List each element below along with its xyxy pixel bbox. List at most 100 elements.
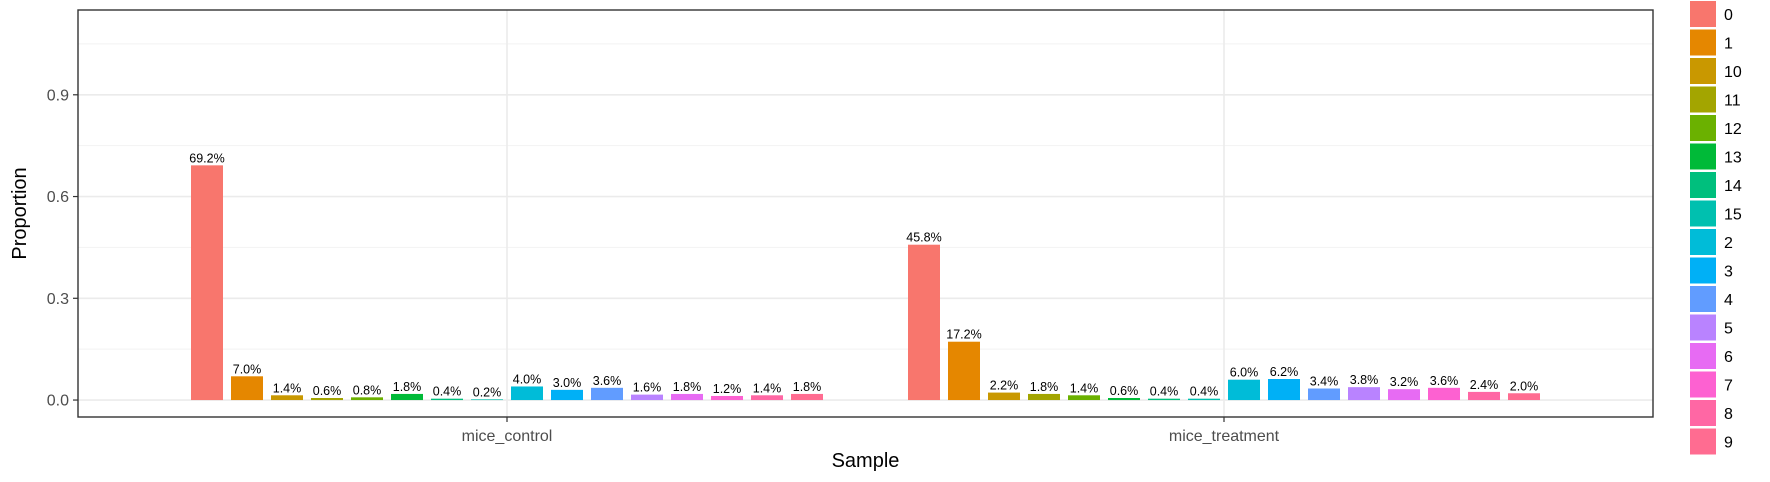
- legend-label: 13: [1724, 150, 1742, 167]
- bar-mice_control-series-8: [751, 395, 783, 401]
- legend-label: 7: [1724, 378, 1733, 395]
- minor-gridlines: [78, 43, 1653, 350]
- legend-label: 3: [1724, 264, 1733, 281]
- legend-label: 8: [1724, 406, 1733, 423]
- data-label: 2.4%: [1470, 378, 1499, 392]
- data-label: 3.4%: [1310, 375, 1339, 389]
- data-label: 3.8%: [1350, 373, 1379, 387]
- legend: 0 1 10 11 12 13 14 15 2 3 4 5 6 7 8 9: [1690, 1, 1742, 455]
- legend-label: 14: [1724, 178, 1742, 195]
- legend-key-4: [1690, 286, 1716, 312]
- data-label: 2.0%: [1510, 379, 1539, 393]
- legend-label: 12: [1724, 121, 1742, 138]
- data-label: 0.4%: [1190, 385, 1219, 399]
- bar-mice_control-series-7: [711, 395, 743, 401]
- bar-mice_treatment-series-14: [1148, 398, 1180, 401]
- bar-mice_treatment-series-13: [1108, 398, 1140, 401]
- data-label: 1.8%: [1030, 380, 1059, 394]
- legend-label: 2: [1724, 235, 1733, 252]
- legend-label: 0: [1724, 7, 1733, 24]
- data-label: 45.8%: [906, 231, 941, 245]
- data-label: 1.8%: [673, 380, 702, 394]
- y-tick-label: 0.9: [47, 87, 69, 104]
- bar-mice_treatment-series-1: [948, 341, 980, 401]
- legend-key-7: [1690, 371, 1716, 398]
- bar-mice_treatment-series-0: [908, 244, 940, 401]
- legend-label: 10: [1724, 64, 1742, 81]
- x-tick-label: mice_treatment: [1169, 428, 1280, 445]
- data-label: 3.6%: [593, 374, 622, 388]
- y-tick-label: 0.0: [47, 393, 69, 410]
- bar-mice_treatment-series-3: [1268, 379, 1300, 401]
- legend-label: 1: [1724, 36, 1733, 53]
- x-axis-title: Sample: [832, 450, 900, 472]
- legend-key-2: [1690, 229, 1716, 255]
- bar-mice_control-series-0: [191, 165, 223, 401]
- data-label-group: 69.2% 7.0% 1.4% 0.6% 0.8% 1.8% 0.4% 0.2% 4.0% 3.0…: [189, 151, 1538, 399]
- bar-mice_treatment-series-8: [1468, 391, 1500, 401]
- x-tick-label: mice_control: [462, 428, 553, 445]
- legend-key-12: [1690, 115, 1716, 141]
- y-tick-label: 0.3: [47, 291, 69, 308]
- legend-key-1: [1690, 29, 1716, 56]
- data-label: 69.2%: [189, 151, 224, 165]
- legend-key-9: [1690, 428, 1716, 455]
- legend-key-6: [1690, 343, 1716, 369]
- data-label: 7.0%: [233, 362, 262, 376]
- legend-label: 9: [1724, 435, 1733, 452]
- bar-mice_control-series-15: [471, 399, 503, 401]
- y-axis: 0.0 0.3 0.6 0.9: [47, 87, 78, 410]
- bar-mice_treatment-series-15: [1188, 398, 1220, 401]
- bar-mice_control-series-10: [271, 395, 303, 401]
- bar-series-group: [191, 165, 1540, 401]
- bar-mice_treatment-series-4: [1308, 388, 1340, 401]
- bar-mice_control-series-6: [671, 393, 703, 401]
- data-label: 6.0%: [1230, 366, 1259, 380]
- bar-mice_control-series-12: [351, 397, 383, 401]
- data-label: 1.8%: [393, 380, 422, 394]
- data-label: 0.2%: [473, 385, 502, 399]
- bar-mice_treatment-series-12: [1068, 395, 1100, 401]
- legend-key-8: [1690, 400, 1716, 426]
- legend-key-15: [1690, 200, 1716, 227]
- legend-label: 15: [1724, 207, 1742, 224]
- x-axis: mice_control mice_treatment: [462, 417, 1280, 445]
- data-label: 1.4%: [1070, 381, 1099, 395]
- bar-mice_control-series-11: [311, 398, 343, 401]
- data-label: 17.2%: [946, 328, 981, 342]
- legend-key-3: [1690, 257, 1716, 284]
- legend-label: 4: [1724, 292, 1733, 309]
- plot-panel-border: [77, 9, 1654, 418]
- data-label: 1.4%: [753, 381, 782, 395]
- legend-label: 6: [1724, 349, 1733, 366]
- bar-mice_control-series-2: [511, 386, 543, 401]
- data-label: 3.2%: [1390, 375, 1419, 389]
- bar-mice_control-series-5: [631, 394, 663, 401]
- data-label: 0.6%: [313, 384, 342, 398]
- bar-mice_treatment-series-9: [1508, 393, 1540, 401]
- data-label: 6.2%: [1270, 365, 1299, 379]
- y-axis-title: Proportion: [9, 167, 31, 259]
- legend-key-14: [1690, 172, 1716, 198]
- legend-key-13: [1690, 143, 1716, 170]
- data-label: 0.4%: [1150, 385, 1179, 399]
- data-label: 1.8%: [793, 380, 822, 394]
- data-label: 3.0%: [553, 376, 582, 390]
- bar-mice_control-series-13: [391, 393, 423, 401]
- bar-mice_control-series-3: [551, 389, 583, 401]
- bar-mice_treatment-series-5: [1348, 387, 1380, 401]
- legend-label: 5: [1724, 321, 1733, 338]
- data-label: 1.4%: [273, 381, 302, 395]
- plot-panel-background: [78, 10, 1653, 417]
- y-tick-label: 0.6: [47, 189, 69, 206]
- data-label: 0.4%: [433, 385, 462, 399]
- bar-mice_control-series-9: [791, 393, 823, 401]
- data-label: 0.6%: [1110, 384, 1139, 398]
- bar-mice_treatment-series-6: [1388, 389, 1420, 401]
- bar-mice_treatment-series-2: [1228, 379, 1260, 401]
- legend-key-11: [1690, 86, 1716, 113]
- data-label: 0.8%: [353, 383, 382, 397]
- data-label: 1.6%: [633, 381, 662, 395]
- bar-mice_control-series-4: [591, 387, 623, 401]
